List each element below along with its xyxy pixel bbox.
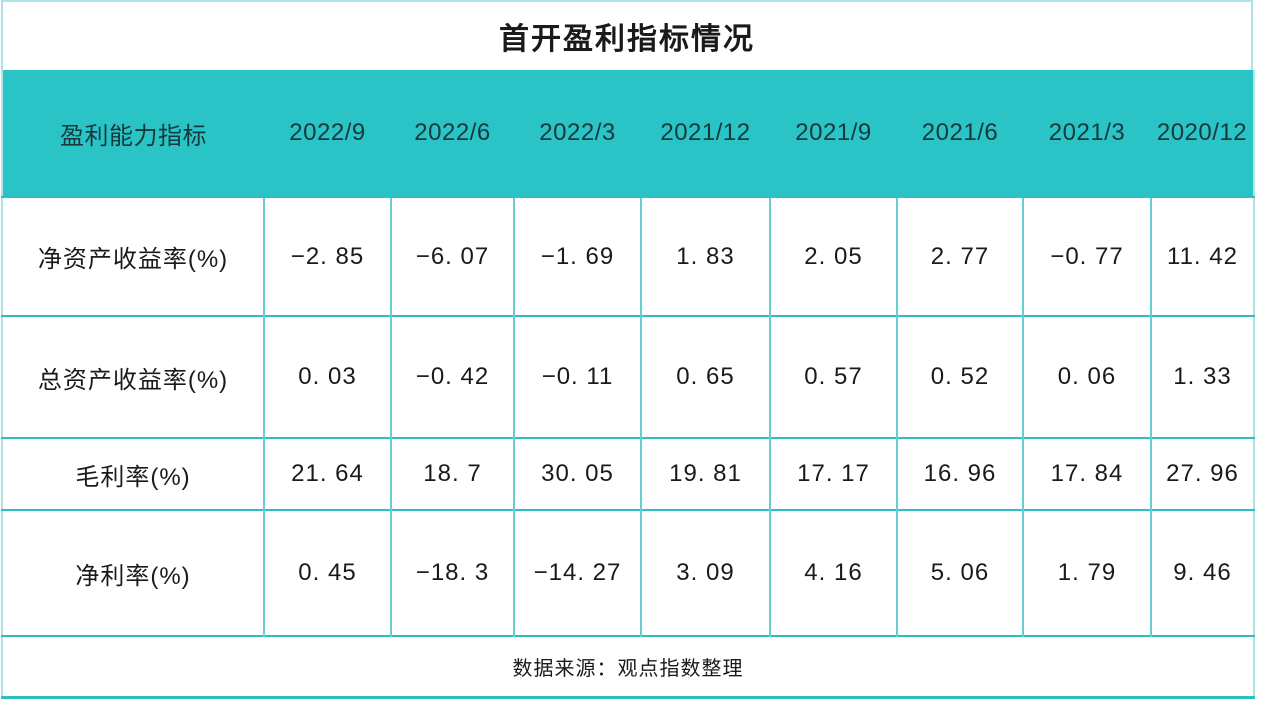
column-header-period: 2022/3 xyxy=(514,70,641,197)
column-header-period: 2022/9 xyxy=(264,70,391,197)
column-header-period: 2021/6 xyxy=(897,70,1023,197)
value-cell: 0. 65 xyxy=(640,315,770,438)
value-cell: −0. 11 xyxy=(513,315,641,438)
value-cell: 5. 06 xyxy=(896,509,1023,636)
value-cell: −0. 42 xyxy=(390,315,514,438)
value-cell: 16. 96 xyxy=(896,437,1023,510)
table-row: 净利率(%) 0. 45 −18. 3 −14. 27 3. 09 4. 16 5. 06 1… xyxy=(2,509,1254,636)
table-row: 毛利率(%) 21. 64 18. 7 30. 05 19. 81 17. 17 16. 9… xyxy=(2,437,1254,510)
table-footer: 数据来源：观点指数整理 xyxy=(2,635,1254,699)
header-row: 盈利能力指标 2022/9 2022/6 2022/3 2021/12 2021/9 202… xyxy=(2,70,1254,197)
value-cell: 4. 16 xyxy=(769,509,897,636)
value-cell: 0. 03 xyxy=(263,315,391,438)
data-source-note: 数据来源：观点指数整理 xyxy=(2,635,1254,699)
value-cell: 1. 33 xyxy=(1150,315,1254,438)
column-header-period: 2020/12 xyxy=(1151,70,1254,197)
column-header-period: 2021/9 xyxy=(770,70,897,197)
value-cell: 3. 09 xyxy=(640,509,770,636)
value-cell: 11. 42 xyxy=(1150,196,1254,316)
column-header-period: 2021/12 xyxy=(641,70,770,197)
value-cell: 17. 84 xyxy=(1022,437,1151,510)
value-cell: −0. 77 xyxy=(1022,196,1151,316)
indicator-table: 盈利能力指标 2022/9 2022/6 2022/3 2021/12 2021/9 202… xyxy=(1,70,1255,699)
value-cell: 0. 06 xyxy=(1022,315,1151,438)
value-cell: 0. 57 xyxy=(769,315,897,438)
value-cell: 0. 52 xyxy=(896,315,1023,438)
row-label: 总资产收益率(%) xyxy=(2,315,264,438)
value-cell: 17. 17 xyxy=(769,437,897,510)
value-cell: 30. 05 xyxy=(513,437,641,510)
table-row: 净资产收益率(%) −2. 85 −6. 07 −1. 69 1. 83 2. 05 2. … xyxy=(2,196,1254,316)
value-cell: 27. 96 xyxy=(1150,437,1254,510)
table-row: 总资产收益率(%) 0. 03 −0. 42 −0. 11 0. 65 0. 57 0. 5… xyxy=(2,315,1254,438)
value-cell: 18. 7 xyxy=(390,437,514,510)
column-header-period: 2022/6 xyxy=(391,70,514,197)
value-cell: 1. 83 xyxy=(640,196,770,316)
row-label: 净利率(%) xyxy=(2,509,264,636)
value-cell: −6. 07 xyxy=(390,196,514,316)
value-cell: 9. 46 xyxy=(1150,509,1254,636)
table-body: 净资产收益率(%) −2. 85 −6. 07 −1. 69 1. 83 2. 05 2. … xyxy=(2,196,1254,636)
table-title: 首开盈利指标情况 xyxy=(1,0,1253,70)
table-header: 盈利能力指标 2022/9 2022/6 2022/3 2021/12 2021/9 202… xyxy=(2,70,1254,197)
profit-indicator-figure: 首开盈利指标情况 盈利能力指标 2022/9 2022/6 2022/3 2021/12… xyxy=(1,0,1255,699)
row-label: 净资产收益率(%) xyxy=(2,196,264,316)
source-row: 数据来源：观点指数整理 xyxy=(2,635,1254,699)
value-cell: 21. 64 xyxy=(263,437,391,510)
value-cell: −14. 27 xyxy=(513,509,641,636)
value-cell: −18. 3 xyxy=(390,509,514,636)
column-header-period: 2021/3 xyxy=(1023,70,1151,197)
value-cell: 2. 77 xyxy=(896,196,1023,316)
row-label: 毛利率(%) xyxy=(2,437,264,510)
value-cell: 2. 05 xyxy=(769,196,897,316)
column-header-indicator: 盈利能力指标 xyxy=(2,70,264,197)
value-cell: 0. 45 xyxy=(263,509,391,636)
value-cell: 19. 81 xyxy=(640,437,770,510)
value-cell: −1. 69 xyxy=(513,196,641,316)
value-cell: −2. 85 xyxy=(263,196,391,316)
value-cell: 1. 79 xyxy=(1022,509,1151,636)
